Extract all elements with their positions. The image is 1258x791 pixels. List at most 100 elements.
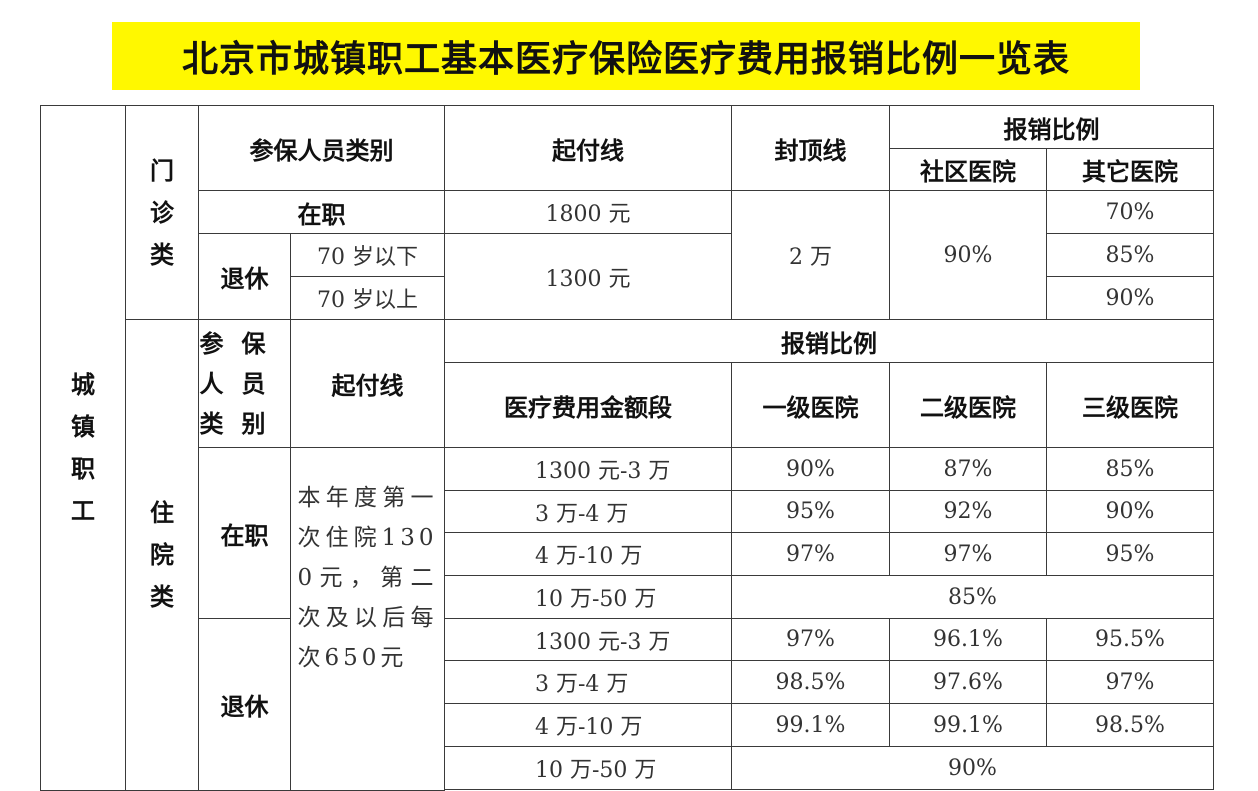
level2-rate-cell: 97% [889,532,1047,576]
level1-rate-cell: 99.1% [731,703,890,747]
level1-rate: 99.1% [775,712,846,738]
inpatient-header-member-type: 参保人员类别 [199,329,284,438]
retired-over-70-cell: 70 岁以上 [290,276,445,320]
other-rate: 90% [1105,285,1155,311]
level2-rate-cell: 96.1% [889,618,1047,661]
outpatient-retired: 退休 [220,265,269,293]
amount-range: 10 万-50 万 [535,587,657,612]
inpatient-deductible-desc: 本年度第一次住院1300元，第二次及以后每次650元 [297,485,438,671]
amount-range: 3 万-4 万 [535,672,629,697]
level1-rate: 98.5% [775,669,846,695]
amount-range: 1300 元-3 万 [535,629,671,655]
amount-range: 4 万-10 万 [535,715,643,740]
amount-range-cell: 10 万-50 万 [444,575,732,619]
other-rate: 85% [1105,242,1155,268]
header-member-type: 参保人员类别 [249,136,394,165]
amount-range-cell: 4 万-10 万 [444,532,732,576]
level2-rate: 97.6% [933,669,1003,695]
level3-rate-cell: 95% [1046,532,1214,576]
header-level1-cell: 一级医院 [731,362,890,448]
inpatient-employed-cell: 在职 [198,447,291,619]
level1-rate: 95% [786,499,835,524]
level3-rate: 95% [1105,541,1155,567]
header-community-hospital-cell: 社区医院 [889,148,1047,191]
header-deductible: 起付线 [552,136,624,165]
other-rate-cell: 90% [1046,276,1214,320]
outpatient-label-cell: 门诊类 [125,105,199,320]
level3-rate-cell: 95.5% [1046,618,1214,661]
header-deductible-cell: 起付线 [444,105,732,191]
top-range-rate: 85% [948,584,997,610]
community-rate-cell: 90% [889,190,1047,320]
retired-under-70-cell: 70 岁以下 [290,233,445,277]
level2-rate-cell: 87% [889,447,1047,491]
inpatient-deductible-desc-cell: 本年度第一次住院1300元，第二次及以后每次650元 [290,447,445,791]
amount-range-cell: 3 万-4 万 [444,490,732,533]
header-reimbursement-cell: 报销比例 [889,105,1214,149]
retired-under-70: 70 岁以下 [317,245,418,270]
outpatient-label: 门诊类 [149,156,174,269]
level2-rate: 87% [943,456,993,482]
other-rate-cell: 70% [1046,190,1214,234]
header-community-hospital: 社区医院 [920,158,1016,186]
employed-deductible-cell: 1800 元 [444,190,732,234]
amount-range-cell: 10 万-50 万 [444,746,732,790]
header-level3-cell: 三级医院 [1046,362,1214,448]
level1-rate: 97% [786,627,835,652]
level2-rate-cell: 92% [889,490,1047,533]
retired-deductible-cell: 1300 元 [444,233,732,320]
top-range-rate-cell: 90% [731,746,1214,790]
outpatient-employed-cell: 在职 [198,190,445,234]
inpatient-header-reimbursement-cell: 报销比例 [444,319,1214,363]
amount-range-cell: 4 万-10 万 [444,703,732,747]
level3-rate: 85% [1105,456,1155,482]
amount-range-cell: 1300 元-3 万 [444,447,732,491]
inpatient-header-deductible: 起付线 [331,372,404,400]
inpatient-header-member-type-cell: 参保人员类别 [198,319,291,448]
header-other-hospital-cell: 其它医院 [1046,148,1214,191]
level2-rate: 97% [943,541,993,567]
level1-rate-cell: 97% [731,618,890,661]
amount-range: 3 万-4 万 [535,501,629,527]
retired-over-70: 70 岁以上 [317,288,418,313]
other-rate: 70% [1105,199,1155,225]
level1-rate-cell: 90% [731,447,890,491]
header-amount-range: 医疗费用金额段 [504,393,672,422]
level2-rate: 96.1% [933,627,1003,652]
category-label: 城镇职工 [70,371,95,525]
level3-rate-cell: 97% [1046,660,1214,704]
level3-rate: 97% [1105,669,1155,695]
level1-rate: 97% [786,541,835,567]
amount-range: 10 万-50 万 [535,758,657,783]
level1-rate-cell: 97% [731,532,890,576]
outpatient-retired-cell: 退休 [198,233,291,320]
level3-rate-cell: 90% [1046,490,1214,533]
level3-rate: 90% [1105,499,1155,524]
inpatient-header-deductible-cell: 起付线 [290,319,445,448]
level1-rate: 90% [786,456,835,482]
header-level3: 三级医院 [1082,393,1178,422]
level2-rate-cell: 99.1% [889,703,1047,747]
amount-range: 1300 元-3 万 [535,459,671,484]
inpatient-retired-cell: 退休 [198,618,291,791]
top-range-rate-cell: 85% [731,575,1214,619]
amount-range-cell: 3 万-4 万 [444,660,732,704]
inpatient-label: 住院类 [149,499,174,611]
level2-rate-cell: 97.6% [889,660,1047,704]
header-member-type-cell: 参保人员类别 [198,105,445,191]
outpatient-cap-cell: 2 万 [731,190,890,320]
level3-rate-cell: 98.5% [1046,703,1214,747]
header-reimbursement: 报销比例 [1003,115,1100,144]
inpatient-employed: 在职 [220,521,269,550]
level3-rate: 98.5% [1095,712,1165,738]
header-other-hospital: 其它医院 [1082,158,1178,186]
other-rate-cell: 85% [1046,233,1214,277]
level2-rate: 99.1% [933,712,1003,738]
level1-rate-cell: 95% [731,490,890,533]
level1-rate-cell: 98.5% [731,660,890,704]
level3-rate: 95.5% [1095,627,1165,652]
inpatient-label-cell: 住院类 [125,319,199,791]
header-level2-cell: 二级医院 [889,362,1047,448]
header-cap: 封顶线 [774,136,847,165]
top-range-rate: 90% [948,755,997,781]
